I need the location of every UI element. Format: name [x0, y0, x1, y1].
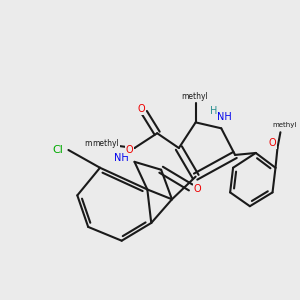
Text: O: O: [126, 145, 134, 155]
Text: methyl: methyl: [272, 122, 297, 128]
Text: Cl: Cl: [52, 145, 63, 155]
Text: H: H: [210, 106, 217, 116]
Text: methyl: methyl: [92, 139, 119, 148]
Text: NH: NH: [114, 153, 129, 163]
Text: methoxy: methoxy: [84, 139, 118, 148]
Text: O: O: [269, 138, 276, 148]
Text: O: O: [138, 103, 145, 114]
Text: NH: NH: [217, 112, 232, 122]
Text: methyl: methyl: [181, 92, 208, 101]
Text: O: O: [194, 184, 201, 194]
